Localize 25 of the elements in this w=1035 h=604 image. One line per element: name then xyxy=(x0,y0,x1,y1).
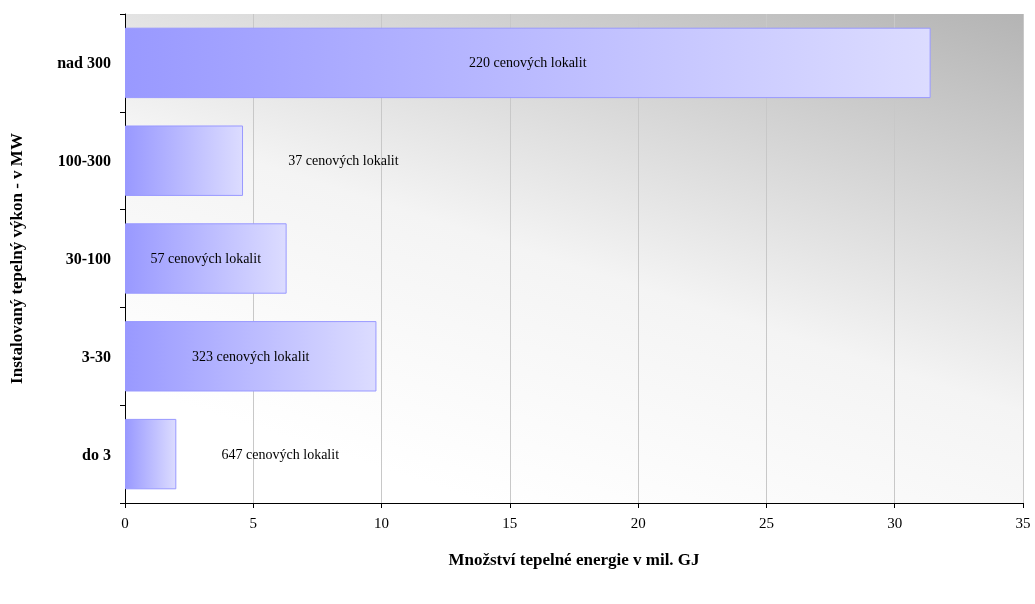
x-tick-label: 25 xyxy=(758,514,774,531)
y-axis-title: Instalovaný tepelný výkon - v MW xyxy=(7,133,26,384)
annotation: 37 cenových lokalit xyxy=(288,153,399,169)
bar xyxy=(125,27,931,99)
bar xyxy=(125,321,377,392)
x-tick-label: 20 xyxy=(630,514,646,531)
annotation: 57 cenových lokalit xyxy=(150,251,262,266)
annotation: 647 cenových lokalit xyxy=(221,446,340,462)
y-tick-label: 100-300 xyxy=(57,152,111,170)
x-tick-label: 35 xyxy=(1015,514,1031,531)
bar xyxy=(125,418,177,490)
x-axis-title: Množství tepelné energie v mil. GJ xyxy=(448,550,701,569)
bar xyxy=(125,223,287,294)
y-tick-label: 3-30 xyxy=(81,347,111,365)
annotation: 323 cenových lokalit xyxy=(192,348,310,364)
y-tick-label: 30-100 xyxy=(65,250,111,267)
x-tick-label: 15 xyxy=(502,514,518,531)
x-tick-label: 0 xyxy=(121,514,129,531)
x-tick-label: 10 xyxy=(374,514,390,531)
annotation: 220 cenových lokalit xyxy=(469,55,587,71)
bar xyxy=(125,125,244,196)
y-tick-label: nad 300 xyxy=(57,54,111,72)
x-tick-label: 5 xyxy=(249,514,258,531)
x-tick-label: 30 xyxy=(887,514,903,531)
y-tick-label: do 3 xyxy=(82,445,111,463)
